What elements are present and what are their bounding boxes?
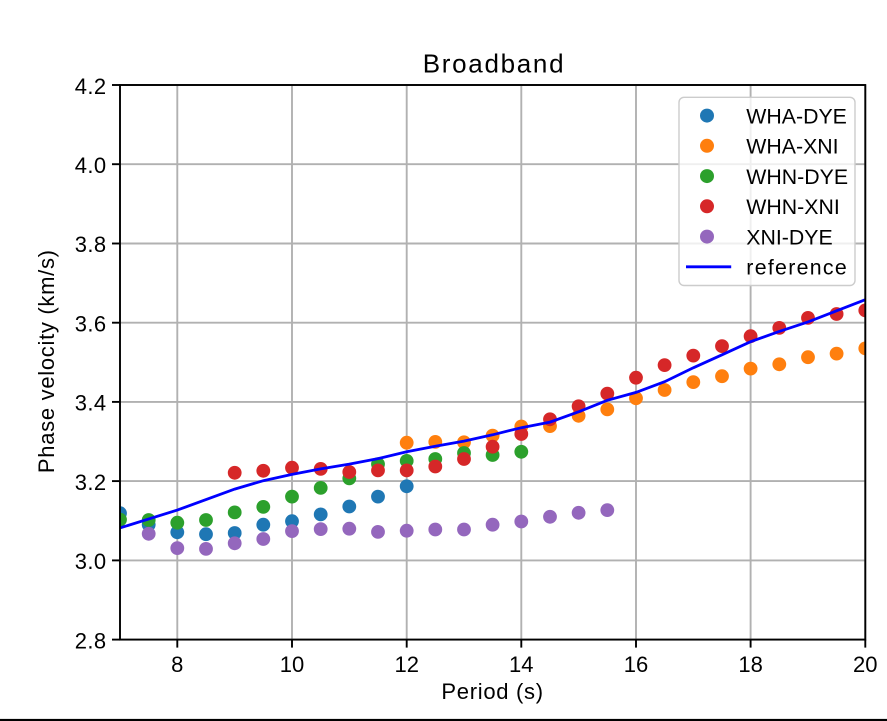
svg-text:WHN-DYE: WHN-DYE	[746, 165, 848, 189]
svg-text:reference: reference	[746, 256, 848, 280]
svg-text:18: 18	[738, 652, 762, 677]
svg-text:Period (s): Period (s)	[441, 679, 543, 704]
svg-text:WHN-XNI: WHN-XNI	[746, 195, 839, 219]
svg-text:8: 8	[171, 652, 183, 677]
svg-text:2.8: 2.8	[75, 628, 107, 653]
svg-text:XNI-DYE: XNI-DYE	[746, 225, 832, 249]
svg-text:3.6: 3.6	[75, 312, 107, 337]
svg-text:4.0: 4.0	[75, 153, 107, 178]
svg-text:12: 12	[394, 652, 418, 677]
svg-text:WHA-XNI: WHA-XNI	[746, 135, 838, 159]
svg-text:Phase velocity (km/s): Phase velocity (km/s)	[34, 249, 59, 473]
svg-text:10: 10	[280, 652, 304, 677]
svg-text:3.8: 3.8	[75, 232, 107, 257]
svg-text:14: 14	[509, 652, 533, 677]
svg-text:WHA-DYE: WHA-DYE	[746, 104, 847, 128]
svg-text:20: 20	[853, 652, 877, 677]
svg-text:4.2: 4.2	[75, 74, 107, 99]
svg-text:Broadband: Broadband	[423, 49, 566, 79]
svg-text:3.4: 3.4	[75, 391, 107, 416]
svg-text:3.0: 3.0	[75, 549, 107, 574]
svg-text:3.2: 3.2	[75, 470, 107, 495]
svg-text:16: 16	[624, 652, 648, 677]
